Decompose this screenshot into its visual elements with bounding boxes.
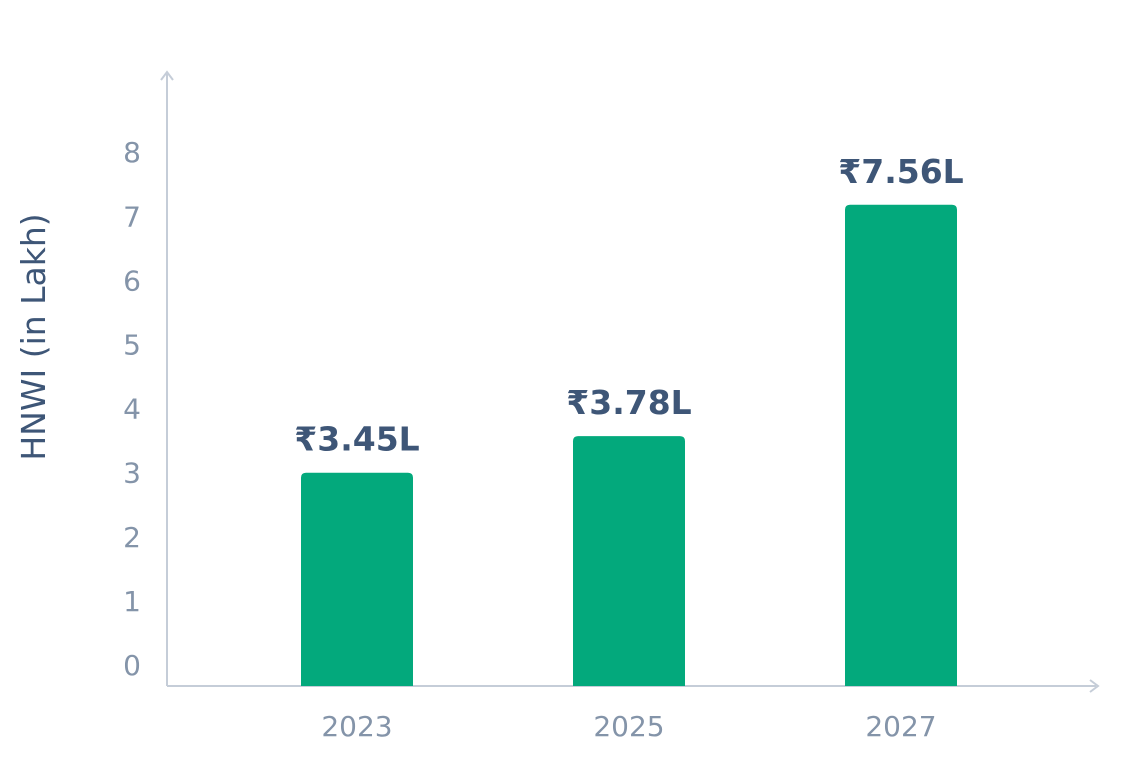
value-label-2027: ₹7.56L: [838, 152, 963, 191]
value-label-2023: ₹3.45L: [294, 420, 419, 459]
bar-2023: [301, 472, 413, 686]
value-label-2025: ₹3.78L: [566, 383, 691, 422]
y-axis-arrow: [160, 70, 174, 81]
y-tick-label: 2: [123, 521, 141, 554]
y-tick-label: 7: [123, 200, 141, 233]
value-labels: ₹3.45L ₹3.78L ₹7.56L: [294, 152, 963, 459]
y-tick-label: 3: [123, 457, 141, 490]
x-tick-label: 2023: [321, 710, 392, 743]
x-axis-arrow: [1089, 679, 1100, 693]
x-tick-label: 2027: [865, 710, 936, 743]
y-tick-label: 5: [123, 329, 141, 362]
y-tick-label: 4: [123, 393, 141, 426]
y-axis: 0 1 2 3 4 5 6 7 8: [123, 70, 174, 686]
y-tick-label: 6: [123, 264, 141, 297]
y-tick-label: 8: [123, 136, 141, 169]
y-tick-label: 1: [123, 585, 141, 618]
bar-2027: [845, 204, 957, 686]
x-axis: 2023 2025 2027: [167, 679, 1100, 743]
y-axis-label: HNWI (in Lakh): [14, 213, 53, 460]
x-tick-label: 2025: [593, 710, 664, 743]
bars: [301, 204, 957, 686]
bar-2025: [573, 436, 685, 686]
y-tick-label: 0: [123, 649, 141, 682]
